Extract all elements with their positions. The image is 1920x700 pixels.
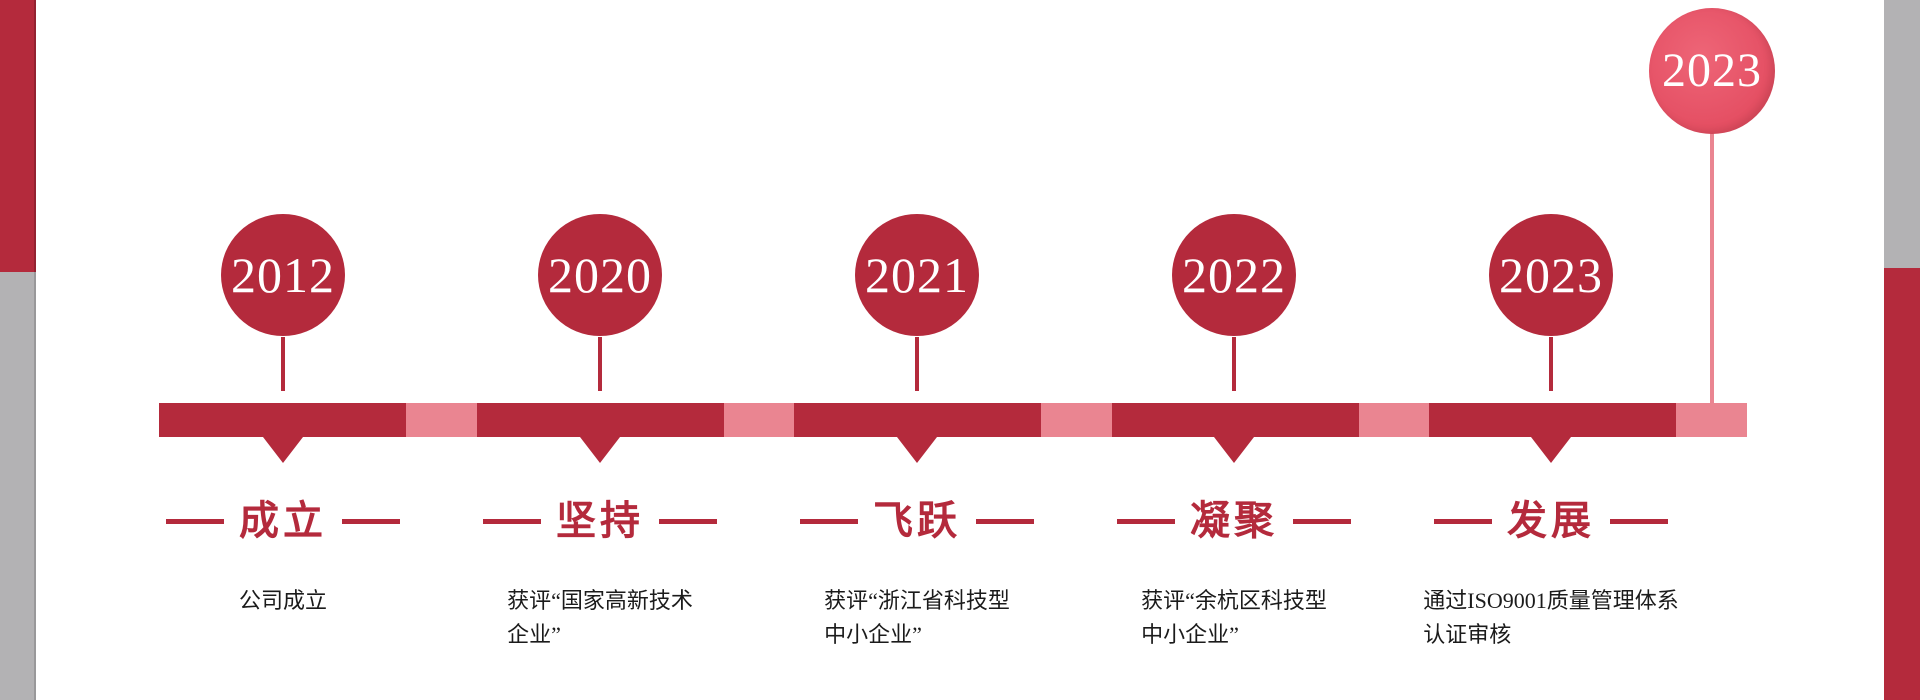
description-line: 中小企业” [1141,622,1239,647]
year-label: 2023 [1499,247,1603,303]
bar-segment-dark [794,403,1041,437]
milestone-title-text: 凝聚 [1190,498,1278,543]
bar-arrow-down-icon [580,437,620,463]
milestone-description-lines: 获评“余杭区科技型 中小企业” [1141,584,1327,652]
bar-segment-dark [476,403,724,437]
year-label: 2012 [231,247,335,303]
floating-year-balloon: 2023 [1649,8,1775,134]
year-label: 2021 [865,247,969,303]
milestone-description: 获评“浙江省科技型 中小企业” [757,584,1077,652]
label-dash-right [1610,518,1668,524]
milestone-description: 通过ISO9001质量管理体系 认证审核 [1391,584,1711,652]
label-dash-right [976,518,1034,524]
description-line: 中小企业” [824,622,922,647]
year-label: 2020 [548,247,652,303]
year-circle: 2020 [538,214,662,336]
milestone-title-text: 成立 [239,498,327,543]
description-line: 公司成立 [238,588,327,613]
milestone-description-lines: 获评“国家高新技术 企业” [507,584,693,652]
label-dash-right [1293,518,1351,524]
bar-segment-pink [1358,403,1429,437]
milestone-description-lines: 获评“浙江省科技型 中小企业” [824,584,1010,652]
year-circle: 2021 [855,214,979,336]
label-dash-left [1117,518,1175,524]
floating-year-label: 2023 [1662,44,1762,97]
bar-segment-dark [1429,403,1676,437]
bar-segment-pink [1676,403,1747,437]
circle-stem [1549,337,1553,391]
year-label: 2022 [1182,247,1286,303]
milestone-title-text: 飞跃 [873,498,961,543]
milestone-description-lines: 通过ISO9001质量管理体系 认证审核 [1423,584,1678,652]
bar-segment-pink [406,403,477,437]
description-line: 获评“浙江省科技型 [824,588,1010,613]
label-dash-left [1434,518,1492,524]
circle-stem [281,337,285,391]
year-circle: 2012 [221,214,345,336]
right-edge-gray-bar [1884,0,1920,268]
right-edge-red-bar [1884,268,1920,700]
description-line: 通过ISO9001质量管理体系 [1423,588,1679,613]
bar-arrow-down-icon [897,437,937,463]
bar-arrow-down-icon [1214,437,1254,463]
description-line: 企业” [507,622,561,647]
circle-stem [1232,337,1236,391]
milestone-description: 公司成立 [123,584,443,618]
bar-arrow-down-icon [263,437,303,463]
milestone-title-text: 坚持 [556,498,644,543]
description-line: 获评“余杭区科技型 [1141,588,1327,613]
year-circle: 2022 [1172,214,1296,336]
milestone-title: 坚持 [430,496,770,546]
label-dash-left [483,518,541,524]
left-edge-gray-bar [0,272,36,700]
milestone-title-text: 发展 [1507,498,1595,543]
bar-arrow-down-icon [1531,437,1571,463]
milestone-title: 凝聚 [1064,496,1404,546]
left-edge-red-bar [0,0,36,272]
balloon-stem-line [1710,132,1714,403]
milestone-title: 成立 [113,496,453,546]
bar-segment-pink [723,403,794,437]
milestone-title: 飞跃 [747,496,1087,546]
year-circle: 2023 [1489,214,1613,336]
milestone-description: 获评“余杭区科技型 中小企业” [1074,584,1394,652]
description-line: 获评“国家高新技术 [507,588,693,613]
label-dash-right [342,518,400,524]
circle-stem [915,337,919,391]
label-dash-left [800,518,858,524]
milestone-title: 发展 [1381,496,1721,546]
circle-stem [598,337,602,391]
milestone-description: 获评“国家高新技术 企业” [440,584,760,652]
label-dash-right [659,518,717,524]
bar-segment-pink [1041,403,1112,437]
description-line: 认证审核 [1423,622,1512,647]
bar-segment-dark [1111,403,1359,437]
timeline-bar [0,403,1920,437]
bar-segment-dark [159,403,406,437]
label-dash-left [166,518,224,524]
milestone-description-lines: 公司成立 [239,584,327,618]
